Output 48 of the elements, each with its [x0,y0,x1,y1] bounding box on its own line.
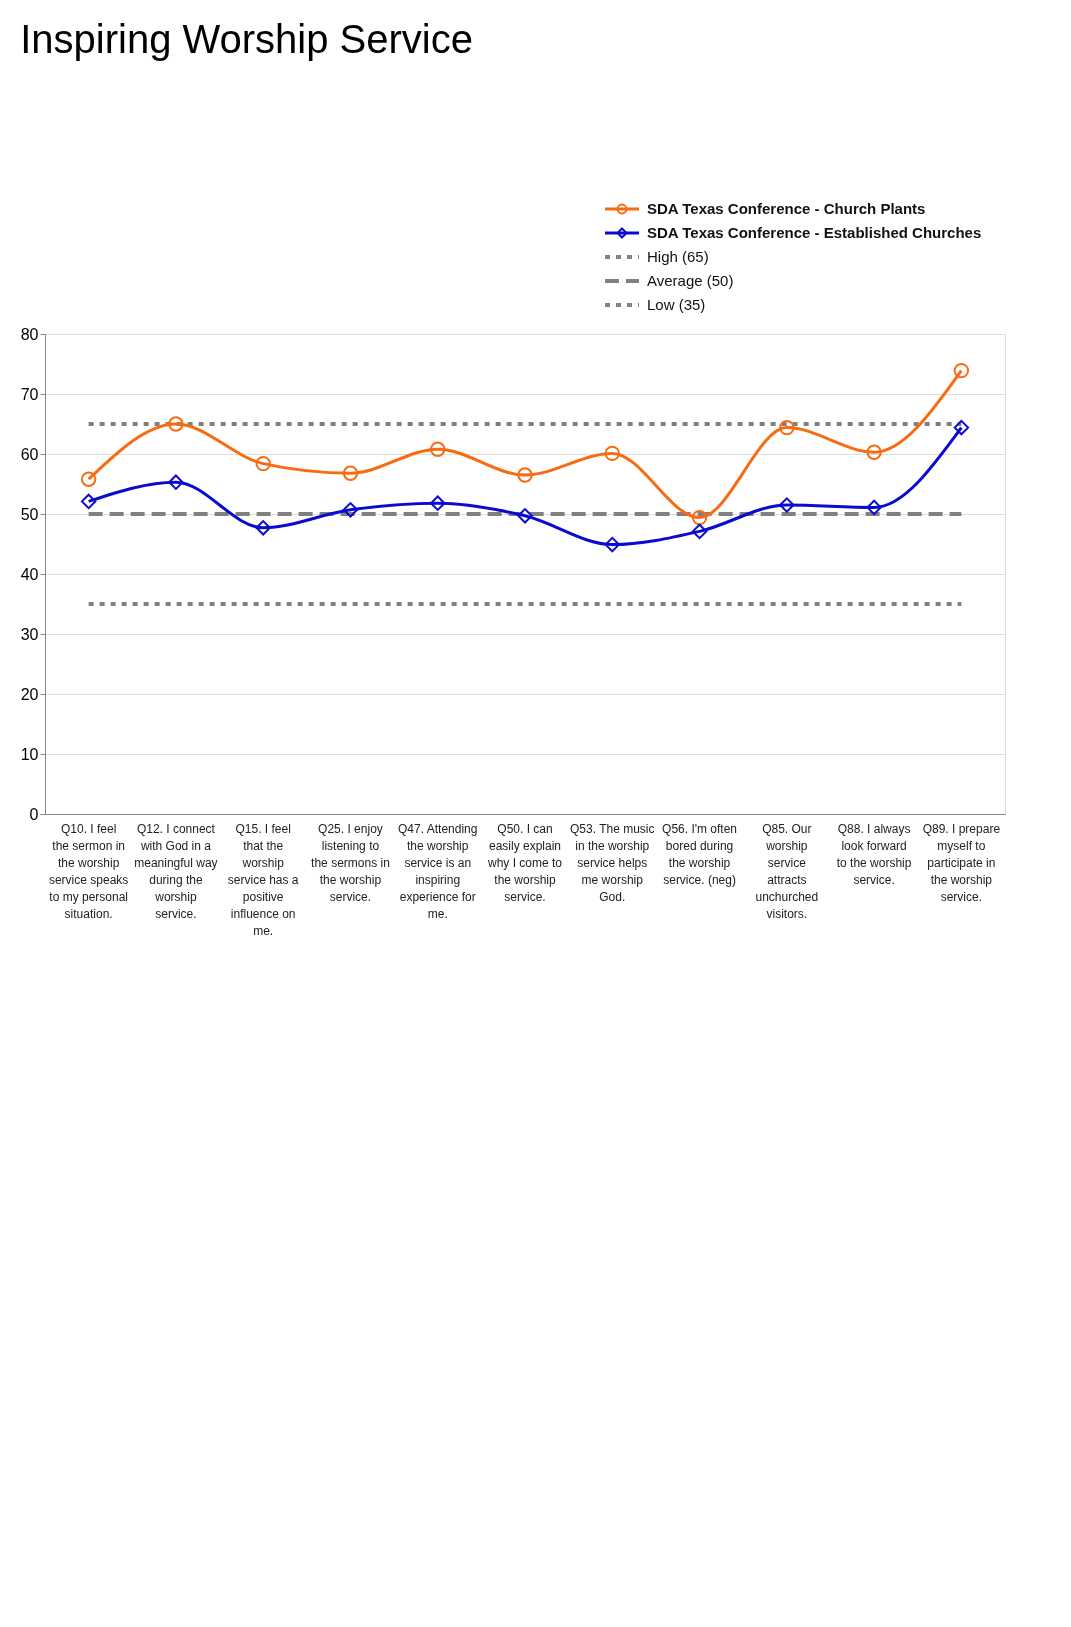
point [430,441,446,457]
point [342,465,359,481]
y-tick-label: 80 [20,325,39,343]
y-tick-label: 60 [20,445,39,463]
point [430,495,446,511]
x-tick-label: Q88. I always look forward to the worship service. [836,822,912,887]
legend-label: High (65) [647,248,709,265]
x-tick-label: Q89. I prepare myself to participate in the worship service. [922,822,1001,904]
y-tick-label: 50 [20,505,39,523]
legend-label: SDA Texas Conference - Church Plants [647,200,926,217]
chart-title: Inspiring Worship Service [20,16,473,61]
point [342,502,359,518]
point [168,474,184,490]
x-tick-label: Q56. I'm often bored during the worship service. (neg) [662,822,738,887]
y-tick-label: 40 [20,565,39,583]
x-tick-label: Q15. I feel that the worship service has a positive influence on me. [227,822,299,938]
y-tick-label: 20 [20,685,39,703]
point [953,362,970,379]
point [866,499,882,516]
legend-label: Average (50) [647,272,734,289]
point [80,493,97,510]
point [255,520,271,536]
point [866,444,882,460]
y-tick-label: 30 [20,625,39,643]
point [517,508,533,524]
y-tick-label: 70 [20,385,39,403]
x-tick-label: Q85. Our worship service attracts unchurched visitors. [755,822,819,921]
point [691,509,708,526]
point [80,471,97,487]
point [779,419,795,436]
x-tick-label: Q53. The music in the worship service helps me worship God. [570,822,655,904]
point [604,536,620,553]
point [168,416,184,432]
point [953,419,970,436]
point [604,445,620,462]
x-tick-label: Q10. I feel the sermon in the worship service speaks to my personal situation. [48,822,129,921]
y-tick-label: 0 [29,805,39,823]
point [691,523,708,540]
y-tick-label: 10 [20,745,39,763]
point [255,455,271,472]
x-tick-label: Q25. I enjoy listening to the sermons in the worship service. [311,822,390,904]
point [517,467,533,483]
legend-label: Low (35) [647,296,706,313]
x-tick-label: Q12. I connect with God in a meaningful way during the worship service. [134,822,218,921]
point [779,497,795,513]
x-tick-label: Q50. I can easily explain why I come to the worship service. [486,822,563,904]
legend-label: SDA Texas Conference - Established Churches [647,224,982,241]
x-tick-label: Q47. Attending the worship service is an inspiring experience for me. [398,822,478,921]
